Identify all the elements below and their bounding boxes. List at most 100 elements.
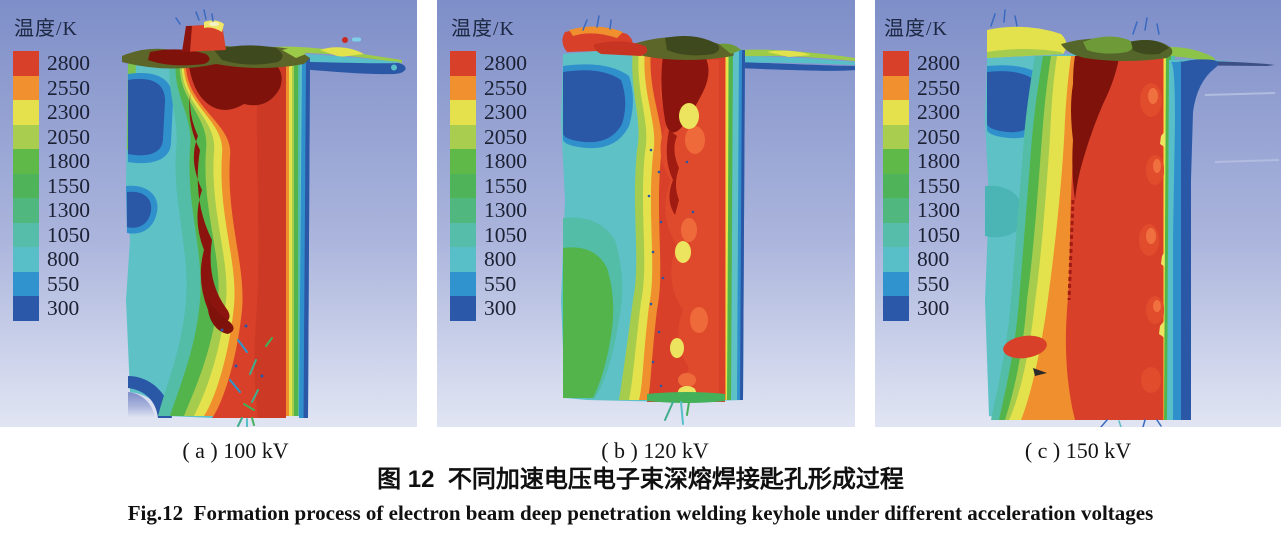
legend-row: 2800	[883, 51, 960, 76]
legend-row: 1300	[13, 198, 90, 223]
legend-value: 1550	[917, 173, 960, 198]
legend-swatch	[883, 247, 909, 272]
legend-colorbar: 2800 2550 2300 2050 1800 1550 1300 1050 800 550 30…	[883, 51, 960, 321]
legend-title: 温度/K	[451, 18, 515, 40]
temperature-legend: 温度/K 2800 2550 2300 2050 1800 1550 1300 1050 800…	[450, 12, 527, 321]
legend-row: 2800	[450, 51, 527, 76]
panel-caption-b: ( b ) 120 kV	[601, 438, 709, 463]
legend-swatch	[450, 296, 476, 321]
legend-swatch	[13, 222, 39, 247]
legend-row: 1300	[883, 198, 960, 223]
temperature-legend: 温度/K 2800 2550 2300 2050 1800 1550 1300 1050 800…	[13, 12, 90, 321]
legend-row: 2050	[883, 124, 960, 149]
legend-swatch	[883, 149, 909, 174]
legend-row: 1550	[13, 173, 90, 198]
legend-row: 1800	[450, 149, 527, 174]
legend-row: 2550	[450, 75, 527, 100]
legend-swatch	[883, 75, 909, 100]
legend-swatch	[883, 124, 909, 149]
legend-row: 800	[13, 247, 90, 272]
legend-value: 1800	[47, 149, 90, 173]
legend-title: 温度/K	[884, 18, 948, 40]
legend-swatch	[450, 247, 476, 272]
legend-value: 2300	[47, 100, 90, 124]
legend-swatch	[450, 198, 476, 223]
legend-swatch	[13, 296, 39, 321]
legend-row: 550	[883, 271, 960, 296]
legend-value: 2050	[47, 124, 90, 149]
legend-swatch	[883, 198, 909, 223]
legend-swatch	[883, 100, 909, 125]
legend-value: 2800	[484, 51, 527, 75]
legend-swatch	[450, 173, 476, 198]
legend-value: 2800	[47, 51, 90, 75]
legend-swatch	[450, 75, 476, 100]
legend-swatch	[13, 271, 39, 296]
temperature-legend: 温度/K 2800 2550 2300 2050 1800 1550 1300 1050 800…	[883, 12, 960, 321]
legend-row: 1550	[450, 173, 527, 198]
legend-value: 800	[484, 247, 517, 271]
legend-swatch	[883, 222, 909, 247]
legend-row: 2050	[450, 124, 527, 149]
legend-row: 300	[450, 296, 527, 321]
legend-value: 300	[484, 296, 517, 320]
legend-swatch	[450, 100, 476, 125]
legend-row: 1800	[13, 149, 90, 174]
legend-swatch	[883, 51, 909, 76]
panel-caption-c: ( c ) 150 kV	[1024, 438, 1132, 463]
legend-value: 2050	[484, 124, 527, 149]
legend-swatch	[13, 100, 39, 125]
legend-row: 2300	[883, 100, 960, 125]
legend-value: 550	[47, 271, 80, 296]
legend-row: 550	[13, 271, 90, 296]
legend-swatch	[13, 51, 39, 76]
legend-value: 1550	[47, 173, 90, 198]
legend-row: 1050	[450, 222, 527, 247]
legend-value: 800	[917, 247, 950, 271]
legend-row: 1050	[883, 222, 960, 247]
legend-value: 2550	[917, 75, 960, 100]
legend-row: 1050	[13, 222, 90, 247]
legend-value: 1550	[484, 173, 527, 198]
legend-colorbar: 2800 2550 2300 2050 1800 1550 1300 1050 800 550 30…	[13, 51, 90, 321]
legend-swatch	[450, 222, 476, 247]
legend-value: 2300	[917, 100, 960, 124]
legend-swatch	[13, 75, 39, 100]
legend-row: 300	[883, 296, 960, 321]
legend-value: 2800	[917, 51, 960, 75]
thermal-contour-art-c	[875, 0, 1281, 427]
figure-title-en: Fig.12 Formation process of electron bea…	[127, 501, 1154, 525]
legend-swatch	[13, 247, 39, 272]
legend-swatch	[13, 173, 39, 198]
legend-swatch	[450, 124, 476, 149]
legend-value: 800	[47, 247, 80, 271]
thermal-contour-art-a	[0, 0, 417, 427]
legend-row: 2300	[13, 100, 90, 125]
legend-value: 1050	[484, 222, 527, 247]
legend-swatch	[883, 173, 909, 198]
legend-swatch	[13, 198, 39, 223]
legend-row: 800	[883, 247, 960, 272]
legend-value: 550	[484, 271, 517, 296]
legend-row: 1550	[883, 173, 960, 198]
legend-row: 300	[13, 296, 90, 321]
simulation-panel-a: 温度/K 2800 2550 2300 2050 1800 1550 1300 1050 800…	[0, 0, 417, 427]
legend-value: 2050	[917, 124, 960, 149]
legend-row: 1800	[883, 149, 960, 174]
legend-row: 550	[450, 271, 527, 296]
legend-value: 2550	[47, 75, 90, 100]
legend-row: 2050	[13, 124, 90, 149]
legend-row: 800	[450, 247, 527, 272]
legend-swatch	[13, 124, 39, 149]
legend-value: 1050	[917, 222, 960, 247]
legend-row: 2550	[883, 75, 960, 100]
legend-value: 1800	[484, 149, 527, 173]
legend-row: 2800	[13, 51, 90, 76]
legend-row: 2300	[450, 100, 527, 125]
simulation-panel-b: 温度/K 2800 2550 2300 2050 1800 1550 1300 1050 800…	[437, 0, 855, 427]
legend-value: 1300	[47, 198, 90, 222]
legend-value: 1300	[484, 198, 527, 222]
legend-row: 2550	[13, 75, 90, 100]
thermal-contour-art-b	[437, 0, 855, 427]
